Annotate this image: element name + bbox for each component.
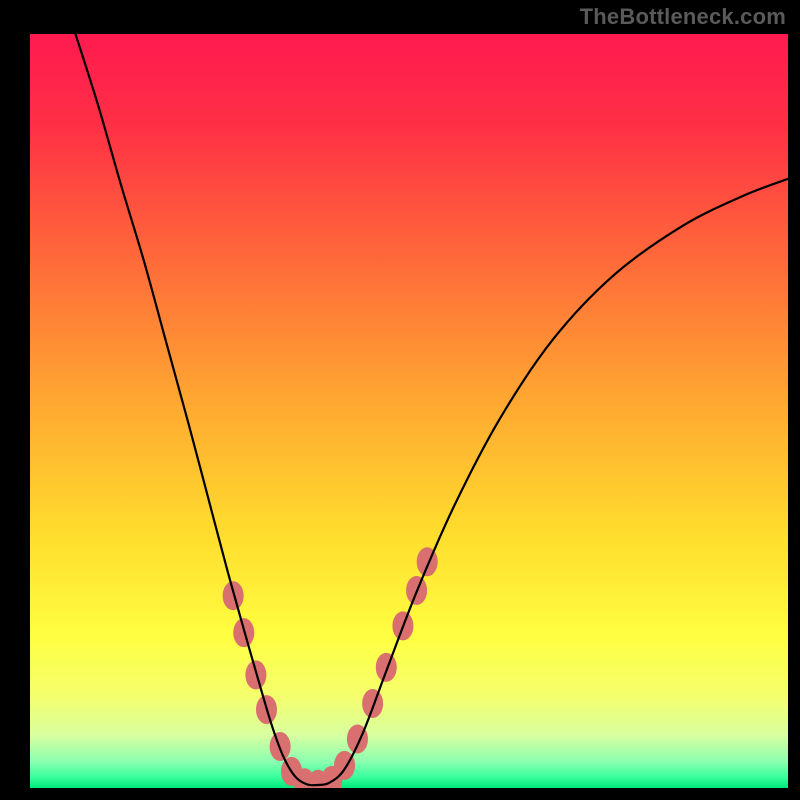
curve-marker <box>363 690 383 718</box>
gradient-background <box>30 34 788 788</box>
plot-svg <box>30 34 788 788</box>
watermark-text: TheBottleneck.com <box>580 4 786 30</box>
curve-marker <box>376 653 396 681</box>
curve-marker <box>223 582 243 610</box>
plot-area <box>30 34 788 788</box>
chart-frame: TheBottleneck.com <box>0 0 800 800</box>
